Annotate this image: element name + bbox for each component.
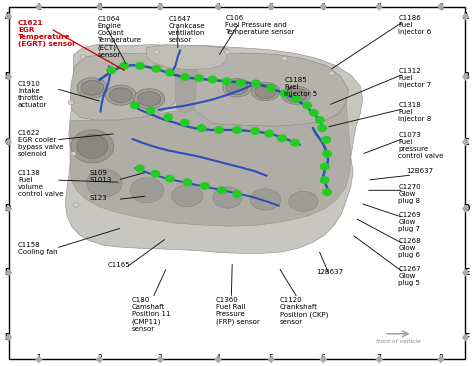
Text: 2: 2 <box>97 354 102 363</box>
Text: 7: 7 <box>377 354 382 363</box>
Text: C1073
Fuel
pressure
control valve: C1073 Fuel pressure control valve <box>398 132 444 159</box>
Text: 3: 3 <box>158 354 163 363</box>
Text: F: F <box>5 333 10 342</box>
Text: C180
Camshaft
Position 11
(CMP11)
sensor: C180 Camshaft Position 11 (CMP11) sensor <box>132 297 170 332</box>
Ellipse shape <box>285 88 307 102</box>
Circle shape <box>181 74 189 80</box>
Circle shape <box>278 135 286 142</box>
Polygon shape <box>96 355 103 363</box>
Ellipse shape <box>105 85 137 105</box>
Text: C1647
Crankcase
ventilation
sensor: C1647 Crankcase ventilation sensor <box>168 16 206 44</box>
Text: C1312
Fuel
injector 7: C1312 Fuel injector 7 <box>398 68 431 88</box>
Text: 7: 7 <box>377 3 382 12</box>
Text: B: B <box>5 72 10 81</box>
Ellipse shape <box>251 82 280 101</box>
Text: A: A <box>5 12 10 21</box>
Polygon shape <box>175 56 199 114</box>
Text: 6: 6 <box>321 354 326 363</box>
Text: 8: 8 <box>438 354 443 363</box>
Text: C1910
Intake
throttle
actuator: C1910 Intake throttle actuator <box>18 81 47 108</box>
Circle shape <box>181 119 189 126</box>
Polygon shape <box>375 3 383 11</box>
Ellipse shape <box>213 187 242 208</box>
Circle shape <box>329 71 335 75</box>
Polygon shape <box>375 355 383 363</box>
Circle shape <box>201 183 209 189</box>
Ellipse shape <box>250 189 281 210</box>
Text: B: B <box>464 72 469 81</box>
Circle shape <box>165 175 174 182</box>
Polygon shape <box>194 53 348 126</box>
Circle shape <box>136 165 144 172</box>
Text: 8: 8 <box>438 3 443 12</box>
Circle shape <box>310 109 318 116</box>
Circle shape <box>154 50 159 54</box>
Ellipse shape <box>77 134 108 158</box>
Circle shape <box>252 80 260 87</box>
Polygon shape <box>214 355 222 363</box>
Circle shape <box>195 75 203 81</box>
Ellipse shape <box>134 89 165 109</box>
Text: C: C <box>5 138 10 146</box>
Circle shape <box>323 189 331 195</box>
Polygon shape <box>70 102 351 226</box>
Circle shape <box>282 56 287 61</box>
Ellipse shape <box>223 79 251 97</box>
Ellipse shape <box>138 92 161 106</box>
Circle shape <box>233 191 241 197</box>
Text: C1318
Fuel
injector 8: C1318 Fuel injector 8 <box>398 102 431 123</box>
Polygon shape <box>35 355 43 363</box>
Circle shape <box>222 78 231 85</box>
Text: C1270
Glow
plug 8: C1270 Glow plug 8 <box>398 184 421 204</box>
Text: 6: 6 <box>321 3 326 12</box>
Circle shape <box>68 100 74 105</box>
Circle shape <box>164 114 173 120</box>
Text: E: E <box>5 268 10 277</box>
Ellipse shape <box>81 81 104 95</box>
Ellipse shape <box>172 185 203 207</box>
Text: A: A <box>464 12 469 21</box>
Circle shape <box>292 96 301 102</box>
Circle shape <box>107 67 116 74</box>
Polygon shape <box>319 3 327 11</box>
Polygon shape <box>5 333 12 341</box>
Polygon shape <box>462 205 469 213</box>
Circle shape <box>183 179 191 186</box>
Circle shape <box>73 203 79 207</box>
Polygon shape <box>5 73 12 81</box>
Polygon shape <box>462 12 469 20</box>
Circle shape <box>265 130 273 137</box>
Ellipse shape <box>71 130 114 163</box>
Circle shape <box>131 102 139 109</box>
Circle shape <box>120 63 128 69</box>
Text: 4: 4 <box>216 354 220 363</box>
Ellipse shape <box>77 78 108 98</box>
Text: E: E <box>464 268 469 277</box>
Polygon shape <box>96 3 103 11</box>
Circle shape <box>237 79 245 86</box>
Polygon shape <box>5 269 12 277</box>
Circle shape <box>233 127 241 133</box>
Text: C1120
Crankshaft
Position (CKP)
sensor: C1120 Crankshaft Position (CKP) sensor <box>280 297 328 325</box>
Text: C1360
Fuel Rail
Pressure
(FRP) sensor: C1360 Fuel Rail Pressure (FRP) sensor <box>216 297 259 325</box>
Text: 12B637: 12B637 <box>407 168 434 174</box>
Text: 1: 1 <box>36 3 41 12</box>
Text: 4: 4 <box>216 3 220 12</box>
Circle shape <box>320 163 329 170</box>
Text: F: F <box>464 333 469 342</box>
Circle shape <box>251 128 259 134</box>
Circle shape <box>320 177 329 183</box>
Text: 2: 2 <box>97 3 102 12</box>
Circle shape <box>215 127 223 133</box>
Text: front of vehicle: front of vehicle <box>376 339 420 344</box>
Circle shape <box>291 139 299 146</box>
Polygon shape <box>5 205 12 213</box>
Polygon shape <box>146 45 228 70</box>
Text: C1622
EGR cooler
bypass valve
solenoid: C1622 EGR cooler bypass valve solenoid <box>18 130 64 157</box>
Circle shape <box>218 187 226 194</box>
Circle shape <box>267 85 275 91</box>
Polygon shape <box>462 269 469 277</box>
Text: C1185
Fuel
injector 5: C1185 Fuel injector 5 <box>284 77 318 97</box>
Circle shape <box>316 117 324 123</box>
Polygon shape <box>437 355 445 363</box>
